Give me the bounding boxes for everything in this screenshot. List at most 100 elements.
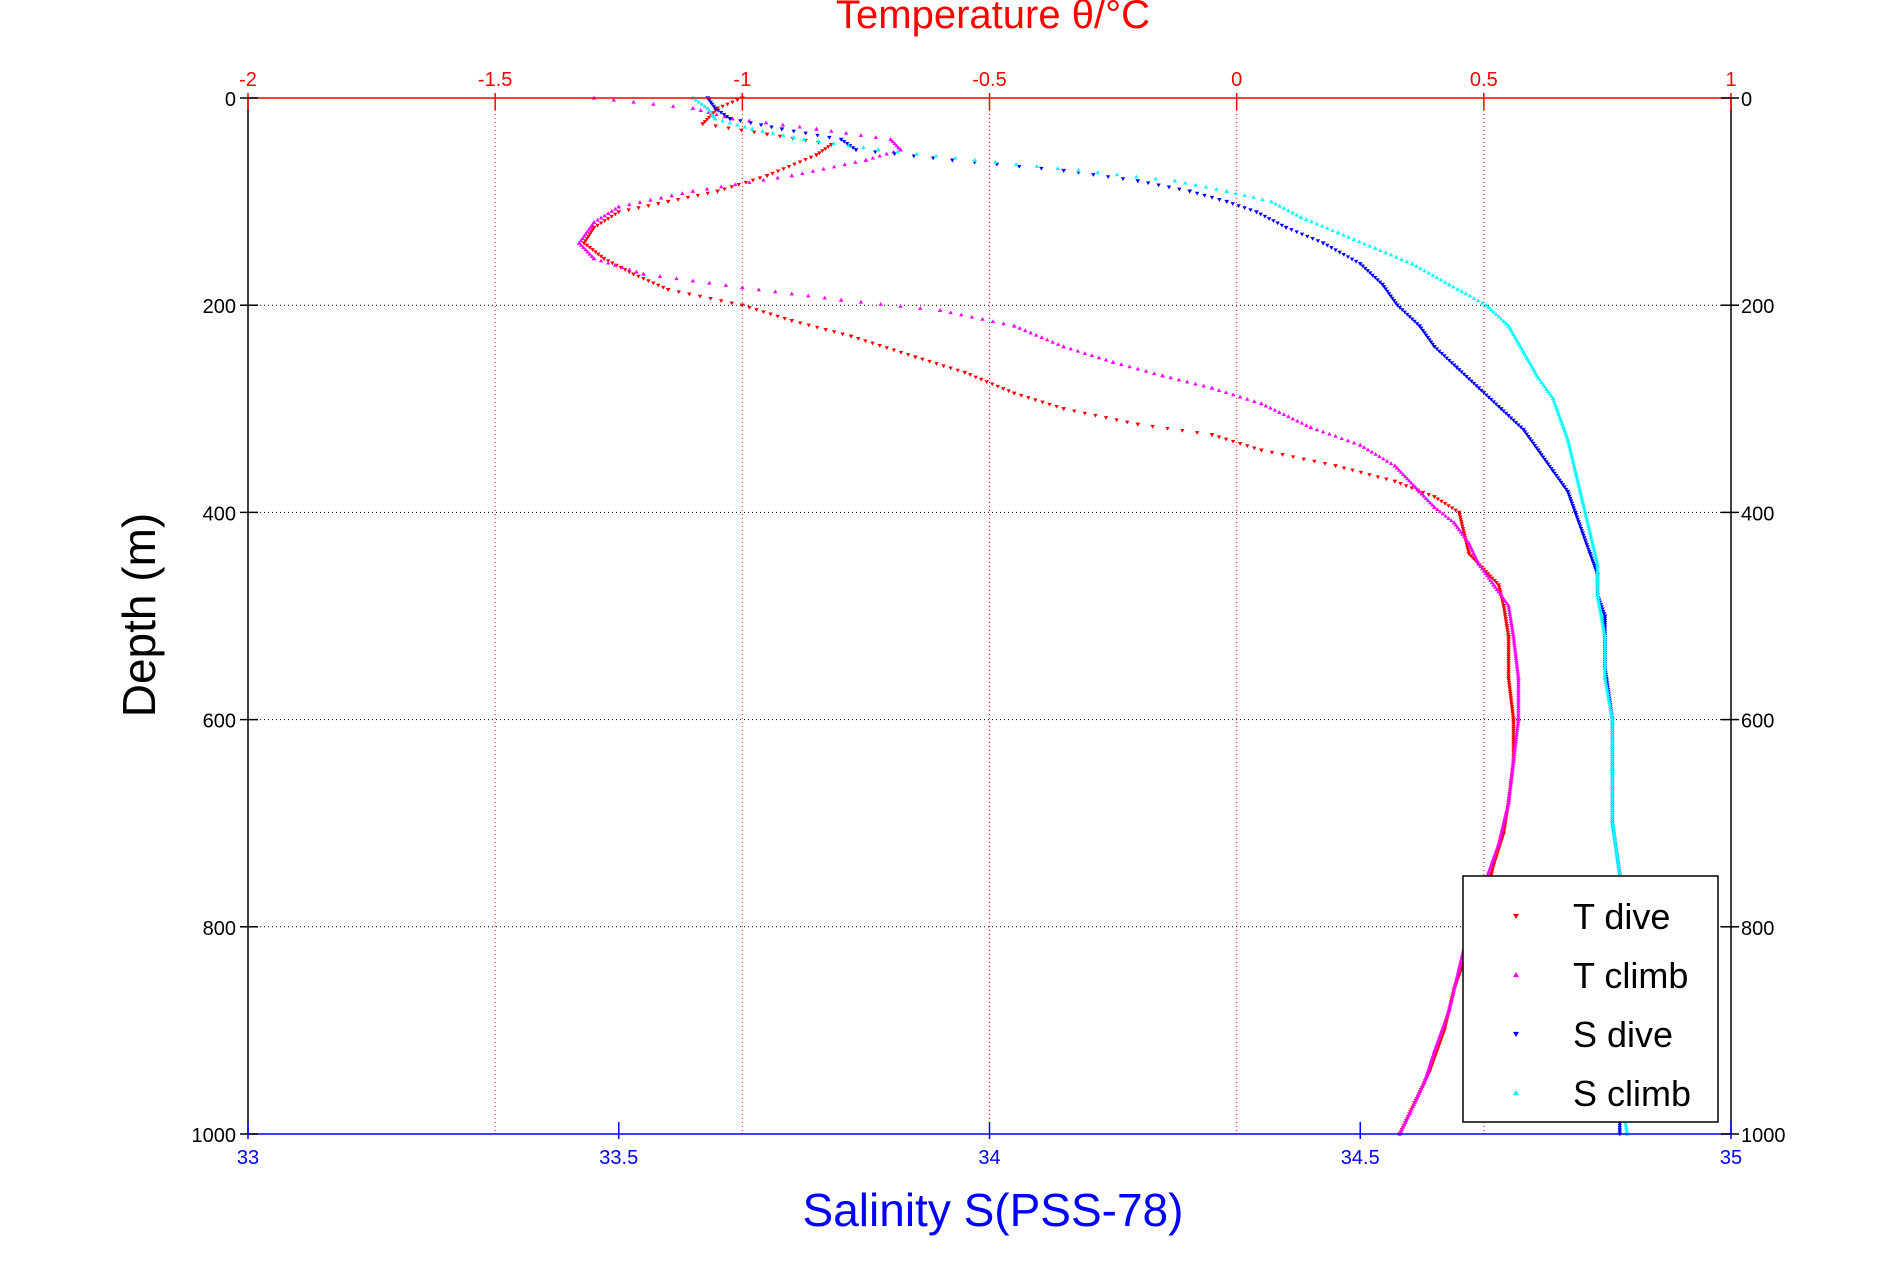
data-point-s-climb [1013, 162, 1019, 166]
data-point-t-climb [1511, 638, 1517, 643]
data-point-s-climb [1602, 649, 1608, 654]
data-point-s-dive [1337, 250, 1342, 255]
data-point-t-dive [631, 272, 636, 277]
data-point-t-climb [1516, 717, 1521, 722]
data-point-t-dive [589, 230, 594, 235]
series-t-climb [576, 95, 1521, 1136]
data-point-t-dive [1510, 709, 1515, 714]
data-point-s-dive [1524, 432, 1529, 437]
data-point-s-dive [1325, 243, 1330, 248]
data-point-s-dive [1383, 287, 1388, 292]
data-point-s-dive [1266, 217, 1272, 221]
data-point-t-dive [1280, 453, 1285, 457]
data-point-t-dive [1216, 435, 1222, 440]
data-point-t-dive [1511, 742, 1516, 746]
data-point-t-dive [1258, 448, 1264, 453]
data-point-s-climb [1610, 788, 1615, 793]
data-point-s-climb [1570, 457, 1575, 462]
data-point-t-climb [1516, 686, 1521, 691]
data-point-s-climb [1576, 484, 1582, 489]
data-point-s-dive [1135, 179, 1141, 184]
data-point-s-climb [1600, 619, 1605, 623]
data-point-t-dive [636, 206, 641, 211]
data-point-s-dive [718, 110, 724, 115]
data-point-s-climb [1615, 859, 1621, 864]
data-point-t-climb [1514, 734, 1519, 739]
data-point-t-dive [626, 208, 631, 213]
legend-item-s-dive: S dive [1513, 1014, 1673, 1055]
data-point-s-dive [1567, 494, 1572, 499]
data-point-s-climb [1335, 230, 1341, 235]
data-point-s-dive [1549, 467, 1554, 471]
data-point-t-dive [761, 310, 766, 315]
data-point-t-dive [1504, 621, 1509, 626]
data-point-s-climb [1624, 1125, 1629, 1130]
data-point-s-climb [760, 128, 765, 133]
data-point-t-climb [780, 122, 786, 127]
data-point-s-climb [1542, 384, 1548, 389]
data-point-s-dive [1526, 434, 1531, 439]
data-point-t-dive [718, 299, 724, 303]
data-point-s-dive [1388, 294, 1393, 299]
data-point-t-dive [1509, 707, 1515, 711]
data-point-t-dive [1511, 733, 1516, 738]
data-point-t-climb [1501, 596, 1506, 601]
data-point-t-climb [714, 112, 719, 117]
data-point-t-climb [1327, 431, 1332, 436]
data-point-t-dive [720, 104, 725, 109]
data-point-s-climb [1537, 377, 1543, 382]
data-point-s-dive [1405, 312, 1410, 317]
data-point-s-climb [846, 143, 851, 148]
data-point-t-dive [706, 115, 712, 120]
data-point-t-climb [1483, 571, 1488, 575]
data-point-t-dive [646, 204, 651, 208]
data-point-s-climb [1595, 592, 1600, 597]
data-point-s-climb [1623, 1123, 1629, 1127]
data-point-t-dive [826, 145, 831, 149]
data-point-t-climb [690, 188, 696, 193]
data-point-t-dive [927, 359, 932, 364]
data-point-s-dive [1397, 305, 1402, 310]
data-point-t-climb [1432, 504, 1437, 509]
data-point-t-climb [1476, 561, 1482, 566]
data-point-t-climb [1458, 959, 1463, 964]
data-point-s-climb [1610, 762, 1615, 767]
data-point-s-climb [1399, 257, 1404, 261]
data-point-s-climb [1455, 286, 1460, 291]
data-point-t-dive [613, 212, 618, 217]
data-point-t-dive [891, 348, 897, 353]
data-point-t-dive [656, 202, 661, 206]
data-point-s-dive [1417, 324, 1422, 329]
data-point-s-dive [1275, 221, 1280, 226]
data-point-s-climb [1610, 738, 1615, 743]
data-point-s-dive [1166, 185, 1172, 190]
data-point-s-climb [712, 116, 718, 121]
data-point-t-climb [598, 215, 604, 220]
data-point-s-climb [1570, 459, 1576, 464]
data-point-t-dive [590, 228, 595, 232]
data-point-s-climb [831, 141, 836, 146]
data-point-s-dive [838, 137, 844, 142]
data-point-t-dive [1511, 715, 1516, 720]
data-point-s-dive [1542, 457, 1548, 462]
data-point-t-climb [1507, 787, 1513, 791]
data-point-t-climb [658, 195, 664, 200]
data-point-s-climb [875, 147, 881, 152]
data-point-t-climb [585, 229, 590, 234]
data-point-t-climb [1510, 630, 1515, 634]
data-point-t-climb [587, 251, 592, 256]
data-point-s-climb [1610, 777, 1615, 782]
data-point-t-climb [590, 222, 595, 227]
data-point-t-dive [730, 100, 735, 105]
legend-marker-t-climb [1513, 972, 1519, 978]
data-point-s-climb [1613, 844, 1618, 849]
data-point-t-dive [1453, 508, 1458, 513]
data-point-t-climb [1491, 582, 1497, 587]
data-point-t-climb [1135, 366, 1140, 371]
data-point-t-climb [1017, 326, 1022, 330]
data-point-s-dive [1516, 423, 1521, 428]
data-point-t-dive [1506, 650, 1511, 655]
data-point-s-climb [1319, 223, 1325, 228]
data-point-t-climb [1515, 726, 1520, 730]
